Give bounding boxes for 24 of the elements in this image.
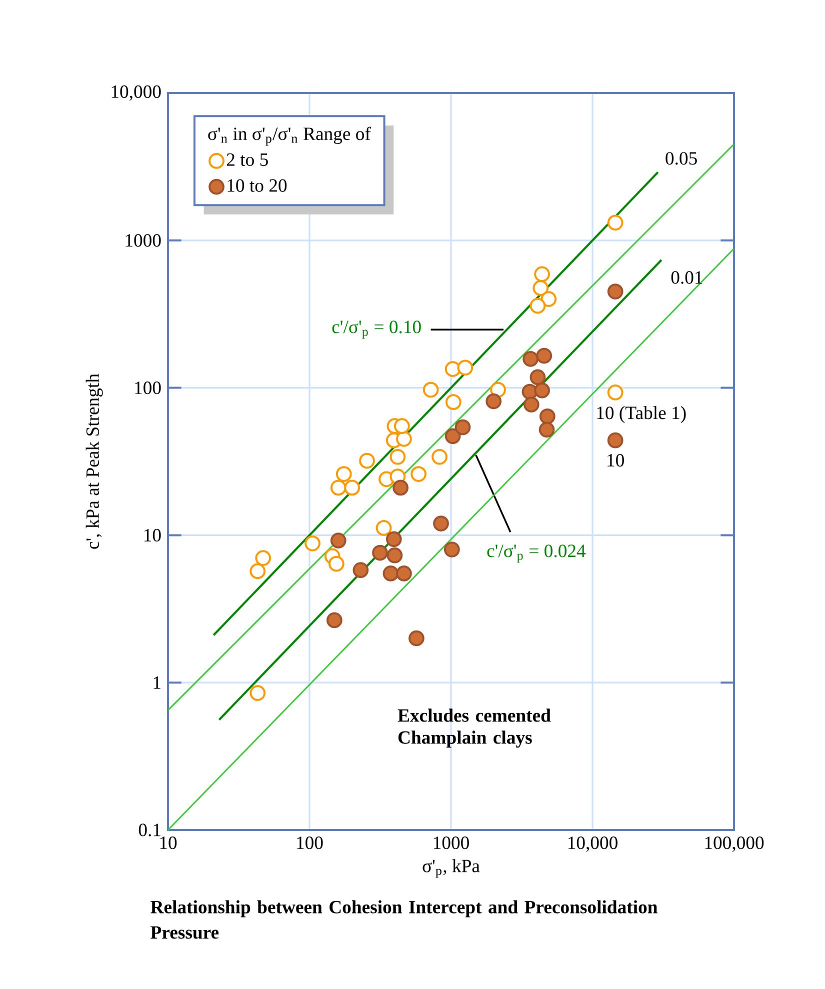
y-tick-label: 100 bbox=[135, 382, 161, 394]
y-tick-label: 1 bbox=[154, 676, 160, 689]
y-tick-label: 1000 bbox=[126, 234, 161, 247]
series-label: 0.01 bbox=[671, 271, 702, 284]
legend-label: 2 to 5 bbox=[226, 153, 268, 166]
legend-title: σ'$_{n}$ in σ'$_{p}$/σ'$_{n}$ Range of bbox=[208, 126, 371, 146]
x-tick-label: 10,000 bbox=[568, 836, 618, 852]
legend-label: 10 to 20 bbox=[228, 179, 287, 192]
x-tick-label: 10 bbox=[160, 836, 177, 850]
annotation: Excludes cemented Champlain clays bbox=[398, 708, 551, 748]
x-tick-label: 1000 bbox=[434, 836, 469, 850]
y-tick-label: 0.1 bbox=[138, 824, 160, 836]
x-axis-title: σ'$_{p}$, kPa bbox=[422, 859, 480, 878]
annotation: 10 bbox=[608, 454, 624, 467]
y-axis-title: c', kPa at Peak Strength bbox=[86, 374, 103, 549]
x-tick-label: 100 bbox=[297, 836, 323, 850]
y-tick-label: 10,000 bbox=[112, 85, 161, 101]
text: Relationship between Cohesion Intercept and Preconsolidation Pressure bbox=[150, 900, 658, 939]
y-tick-label: 10 bbox=[144, 528, 161, 542]
text: c'/σ'$_{p}$ = 0.10 bbox=[332, 320, 421, 339]
text: c'/σ'$_{p}$ = 0.024 bbox=[487, 544, 586, 563]
annotation: 10 (Table 1) bbox=[597, 406, 686, 423]
x-tick-label: 100,000 bbox=[705, 836, 764, 852]
series-label: 0.05 bbox=[666, 152, 697, 165]
